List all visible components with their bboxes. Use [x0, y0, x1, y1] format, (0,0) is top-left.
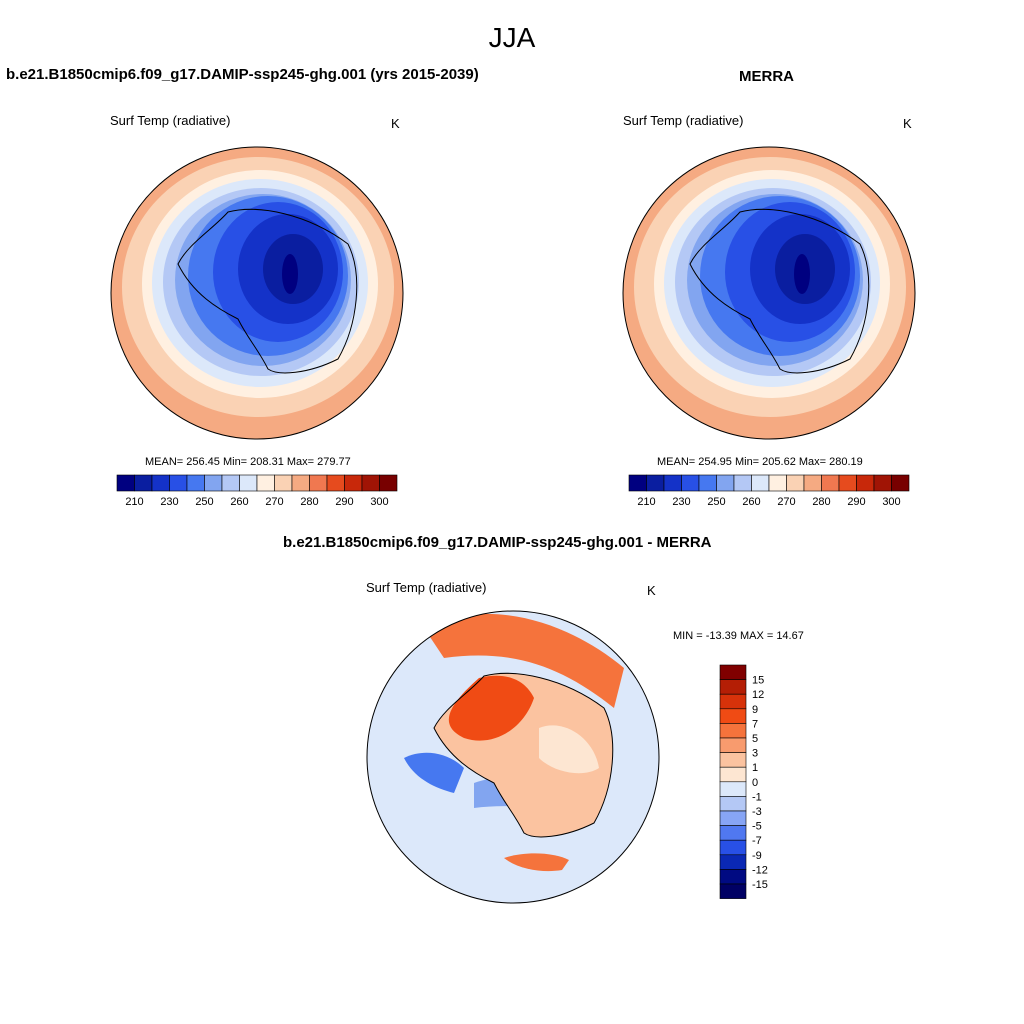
obs-colorbar-swatch — [786, 474, 805, 492]
obs-colorbar-swatch — [838, 474, 857, 492]
diff-colorbar: 15 12 9 7 5 3 1 0 -1 -3 -5 -7 -9 -12 -15 — [719, 664, 768, 899]
model-colorbar-swatch — [169, 474, 188, 492]
obs-stats: MEAN= 254.95 Min= 205.62 Max= 280.19 — [657, 456, 863, 468]
obs-colorbar-tick-label: 290 — [847, 496, 865, 508]
model-colorbar-swatch — [379, 474, 398, 492]
model-colorbar-swatch — [134, 474, 153, 492]
obs-colorbar-swatch — [821, 474, 840, 492]
obs-colorbar-swatch — [733, 474, 752, 492]
diff-colorbar-swatch — [719, 737, 747, 753]
diff-colorbar-swatch — [719, 679, 747, 695]
diff-colorbar-tick-label: 12 — [752, 689, 764, 701]
model-colorbar-tick-label: 290 — [335, 496, 353, 508]
model-colorbar: 210 230 250 260 270 280 290 300 — [116, 474, 398, 508]
model-stats: MEAN= 256.45 Min= 208.31 Max= 279.77 — [145, 456, 351, 468]
obs-colorbar-swatch — [891, 474, 910, 492]
diff-panel-title: b.e21.B1850cmip6.f09_g17.DAMIP-ssp245-gh… — [283, 534, 712, 551]
diff-colorbar-tick-label: -9 — [752, 850, 762, 862]
model-colorbar-swatch — [361, 474, 380, 492]
diff-units-label: K — [647, 583, 656, 598]
diff-colorbar-tick-label: -15 — [752, 879, 768, 891]
obs-variable-label: Surf Temp (radiative) — [623, 113, 744, 128]
obs-colorbar: 210 230 250 260 270 280 290 300 — [628, 474, 910, 508]
diff-colorbar-swatch — [719, 869, 747, 885]
diff-colorbar-tick-label: 15 — [752, 675, 764, 687]
diff-colorbar-swatch — [719, 781, 747, 797]
model-colorbar-swatch — [291, 474, 310, 492]
diff-colorbar-tick-label: 5 — [752, 733, 758, 745]
model-colorbar-tick-label: 270 — [265, 496, 283, 508]
obs-colorbar-swatch — [628, 474, 647, 492]
obs-panel-title: MERRA — [739, 68, 794, 85]
diff-antarctic-temperature-map — [366, 610, 660, 904]
model-colorbar-swatch — [344, 474, 363, 492]
diff-colorbar-tick-label: 7 — [752, 718, 758, 730]
obs-colorbar-tick-label: 230 — [672, 496, 690, 508]
obs-colorbar-tick-label: 210 — [637, 496, 655, 508]
obs-colorbar-swatch — [646, 474, 665, 492]
model-colorbar-swatch — [239, 474, 258, 492]
model-colorbar-swatch — [256, 474, 275, 492]
obs-antarctic-temperature-map — [622, 146, 916, 440]
diff-colorbar-tick-label: 1 — [752, 762, 758, 774]
model-panel-title: b.e21.B1850cmip6.f09_g17.DAMIP-ssp245-gh… — [6, 66, 479, 83]
diff-colorbar-tick-label: 9 — [752, 704, 758, 716]
obs-colorbar-tick-label: 260 — [742, 496, 760, 508]
diff-colorbar-swatch — [719, 723, 747, 739]
obs-colorbar-swatch — [698, 474, 717, 492]
diff-colorbar-tick-label: 3 — [752, 748, 758, 760]
model-units-label: K — [391, 116, 400, 131]
model-colorbar-tick-label: 260 — [230, 496, 248, 508]
figure-title: JJA — [488, 22, 536, 53]
diff-colorbar-tick-label: -1 — [752, 791, 762, 803]
model-colorbar-swatch — [274, 474, 293, 492]
obs-colorbar-swatch — [716, 474, 735, 492]
diff-colorbar-swatch — [719, 708, 747, 724]
diff-colorbar-tick-label: 0 — [752, 777, 758, 789]
obs-colorbar-swatch — [856, 474, 875, 492]
model-variable-label: Surf Temp (radiative) — [110, 113, 231, 128]
diff-colorbar-swatch — [719, 839, 747, 856]
diff-colorbar-swatch — [719, 796, 747, 812]
model-colorbar-swatch — [186, 474, 205, 492]
diff-colorbar-swatch — [719, 766, 747, 783]
obs-colorbar-tick-label: 300 — [882, 496, 900, 508]
diff-colorbar-swatch — [719, 883, 747, 899]
diff-colorbar-swatch — [719, 664, 747, 680]
obs-colorbar-swatch — [803, 474, 822, 492]
obs-colorbar-tick-label: 270 — [777, 496, 795, 508]
obs-colorbar-tick-label: 250 — [707, 496, 725, 508]
model-colorbar-swatch — [151, 474, 170, 492]
model-colorbar-tick-label: 250 — [195, 496, 213, 508]
obs-colorbar-swatch — [681, 474, 700, 492]
model-colorbar-swatch — [221, 474, 240, 492]
model-colorbar-swatch — [116, 474, 135, 492]
diff-colorbar-tick-label: -7 — [752, 835, 762, 847]
diff-colorbar-swatch — [719, 810, 747, 826]
obs-units-label: K — [903, 116, 912, 131]
model-colorbar-tick-label: 300 — [370, 496, 388, 508]
obs-colorbar-swatch — [768, 474, 787, 492]
model-colorbar-tick-label: 280 — [300, 496, 318, 508]
model-colorbar-swatch — [309, 474, 328, 492]
diff-colorbar-swatch — [719, 854, 747, 870]
diff-colorbar-tick-label: -3 — [752, 806, 762, 818]
diff-colorbar-swatch — [719, 825, 747, 841]
diff-colorbar-tick-label: -5 — [752, 821, 762, 833]
obs-colorbar-swatch — [663, 474, 682, 492]
obs-colorbar-swatch — [873, 474, 892, 492]
obs-colorbar-swatch — [751, 474, 770, 492]
model-antarctic-temperature-map — [110, 146, 404, 440]
model-colorbar-swatch — [326, 474, 345, 492]
diff-colorbar-swatch — [719, 693, 747, 710]
diff-variable-label: Surf Temp (radiative) — [366, 580, 487, 595]
obs-colorbar-tick-label: 280 — [812, 496, 830, 508]
diff-colorbar-swatch — [719, 752, 747, 768]
model-colorbar-tick-label: 230 — [160, 496, 178, 508]
model-colorbar-swatch — [204, 474, 223, 492]
diff-colorbar-tick-label: -12 — [752, 864, 768, 876]
model-colorbar-tick-label: 210 — [125, 496, 143, 508]
diff-stats: MIN = -13.39 MAX = 14.67 — [673, 630, 804, 642]
